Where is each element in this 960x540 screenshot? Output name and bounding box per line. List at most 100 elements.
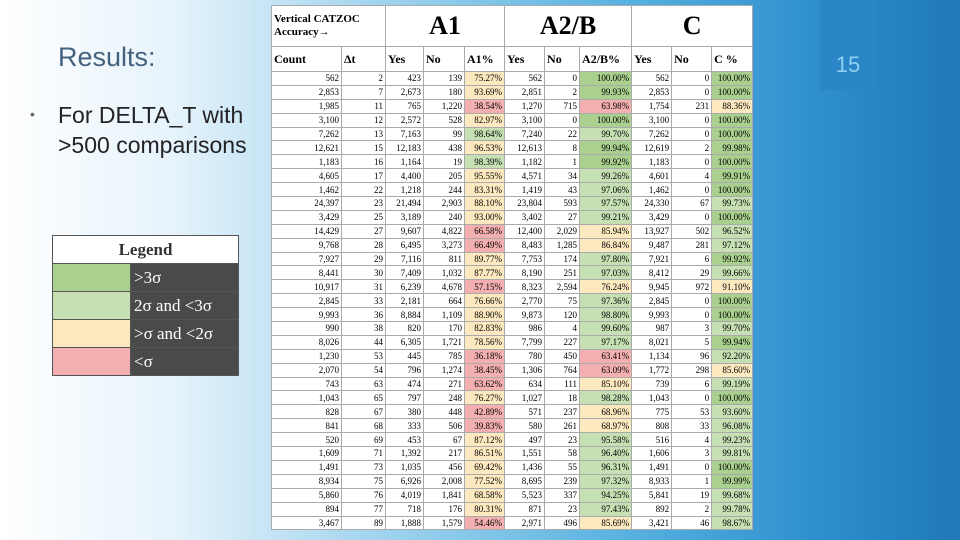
table-cell: 438	[423, 140, 466, 156]
table-cell: 53	[671, 404, 713, 420]
table-cell: 8,323	[504, 279, 546, 295]
corner-text: Vertical CATZOC	[274, 13, 360, 25]
table-cell: 1,109	[423, 307, 466, 323]
legend-label: <σ	[130, 347, 239, 376]
table-cell: 46	[671, 515, 713, 531]
table-cell: 100.00%	[579, 71, 633, 86]
bullet-dot: •	[30, 106, 35, 122]
corner-cell: Vertical CATZOC Accuracy→	[270, 5, 387, 47]
table-cell: 94.25%	[579, 487, 633, 503]
table-cell: 98.67%	[711, 515, 754, 531]
table-cell: 100.00%	[711, 154, 754, 170]
table-cell: 808	[631, 418, 673, 434]
table-cell: 99.92%	[579, 154, 633, 170]
table-cell: 5,523	[504, 487, 546, 503]
table-cell: 248	[423, 390, 466, 406]
table-cell: 89.77%	[464, 251, 506, 267]
table-cell: 99.19%	[711, 376, 754, 392]
column-header: A2/B%	[579, 46, 633, 72]
table-cell: 1	[544, 154, 581, 170]
table-cell: 456	[423, 459, 466, 475]
table-row: 8,934 75 6,926 2,008 77.52% 8,695 239 97.32% 8,9…	[271, 473, 754, 489]
table-cell: 8,695	[504, 473, 546, 489]
table-cell: 3,100	[631, 112, 673, 128]
table-cell: 100.00%	[711, 71, 754, 86]
table-cell: 785	[423, 348, 466, 364]
table-cell: 96.52%	[711, 223, 754, 239]
table-cell: 25	[340, 209, 387, 225]
table-cell: 2,770	[504, 293, 546, 309]
column-header: A1%	[464, 46, 506, 72]
table-cell: 0	[671, 84, 713, 100]
legend-label: >σ and <2σ	[130, 319, 239, 348]
table-cell: 100.00%	[711, 307, 754, 323]
table-cell: 6,926	[385, 473, 425, 489]
table-cell: 67	[340, 404, 387, 420]
table-cell: 1,491	[631, 459, 673, 475]
table-cell: 139	[423, 71, 466, 86]
table-cell: 9,607	[385, 223, 425, 239]
table-cell: 5,860	[271, 487, 342, 503]
table-row: 2,070 54 796 1,274 38.45% 1,306 764 63.09% 1,772…	[271, 362, 754, 378]
table-cell: 99.98%	[711, 140, 754, 156]
table-row: 743 63 474 271 63.62% 634 111 85.10% 739 6 99.19%	[271, 376, 754, 392]
legend-swatch	[52, 347, 131, 376]
table-cell: 9,768	[271, 237, 342, 253]
table-row: 9,768 28 6,495 3,273 66.49% 8,483 1,285 86.84% 9…	[271, 237, 754, 253]
column-header: No	[423, 46, 466, 72]
table-cell: 4	[671, 168, 713, 184]
table-cell: 170	[423, 321, 466, 336]
table-cell: 22	[544, 126, 581, 142]
table-cell: 0	[671, 459, 713, 475]
table-cell: 892	[631, 501, 673, 517]
table-cell: 58	[544, 446, 581, 461]
table-cell: 82.97%	[464, 112, 506, 128]
table-cell: 2,845	[631, 293, 673, 309]
table-row: 12,621 15 12,183 438 96.53% 12,613 8 99.94% 12,6…	[271, 140, 754, 156]
table-cell: 1,285	[544, 237, 581, 253]
table-cell: 1,134	[631, 348, 673, 364]
table-cell: 1,419	[504, 182, 546, 198]
table-cell: 0	[544, 112, 581, 128]
table-cell: 19	[423, 154, 466, 170]
table-cell: 1,772	[631, 362, 673, 378]
table-cell: 4,601	[631, 168, 673, 184]
table-cell: 1,274	[423, 362, 466, 378]
table-row: 9,993 36 8,884 1,109 88.90% 9,873 120 98.80% 9,9…	[271, 307, 754, 323]
table-cell: 36	[340, 307, 387, 323]
column-header-row: Count Δt Yes No A1% Yes No A2/B% Yes No C %	[271, 46, 754, 72]
table-cell: 99.60%	[579, 321, 633, 336]
table-cell: 8,884	[385, 307, 425, 323]
table-cell: 0	[544, 71, 581, 86]
table-row: 2,853 7 2,673 180 93.69% 2,851 2 99.93% 2,853 0 10…	[271, 84, 754, 100]
legend-row: 2σ and <3σ	[52, 291, 239, 320]
table-cell: 88.36%	[711, 98, 754, 114]
table-cell: 380	[385, 404, 425, 420]
table-cell: 496	[544, 515, 581, 531]
table-cell: 23	[544, 501, 581, 517]
table-cell: 42.89%	[464, 404, 506, 420]
table-cell: 1,035	[385, 459, 425, 475]
table-cell: 75	[340, 473, 387, 489]
table-cell: 91.10%	[711, 279, 754, 295]
table-cell: 7	[340, 84, 387, 100]
table-cell: 99.92%	[711, 251, 754, 267]
table-cell: 6,239	[385, 279, 425, 295]
table-cell: 76.66%	[464, 293, 506, 309]
table-cell: 502	[671, 223, 713, 239]
table-cell: 78.56%	[464, 334, 506, 350]
table-cell: 828	[271, 404, 342, 420]
table-cell: 76.24%	[579, 279, 633, 295]
table-cell: 423	[385, 71, 425, 86]
table-cell: 972	[671, 279, 713, 295]
table-cell: 715	[544, 98, 581, 114]
table-cell: 76	[340, 487, 387, 503]
corner-text: Accuracy→	[274, 26, 330, 38]
legend-row: <σ	[52, 347, 239, 376]
group-header-row: Vertical CATZOC Accuracy→ A1 A2/B C	[270, 5, 754, 47]
table-row: 3,100 12 2,572 528 82.97% 3,100 0 100.00% 3,100 0…	[271, 112, 754, 128]
table-cell: 796	[385, 362, 425, 378]
table-cell: 97.36%	[579, 293, 633, 309]
table-cell: 28	[340, 237, 387, 253]
table-cell: 506	[423, 418, 466, 434]
